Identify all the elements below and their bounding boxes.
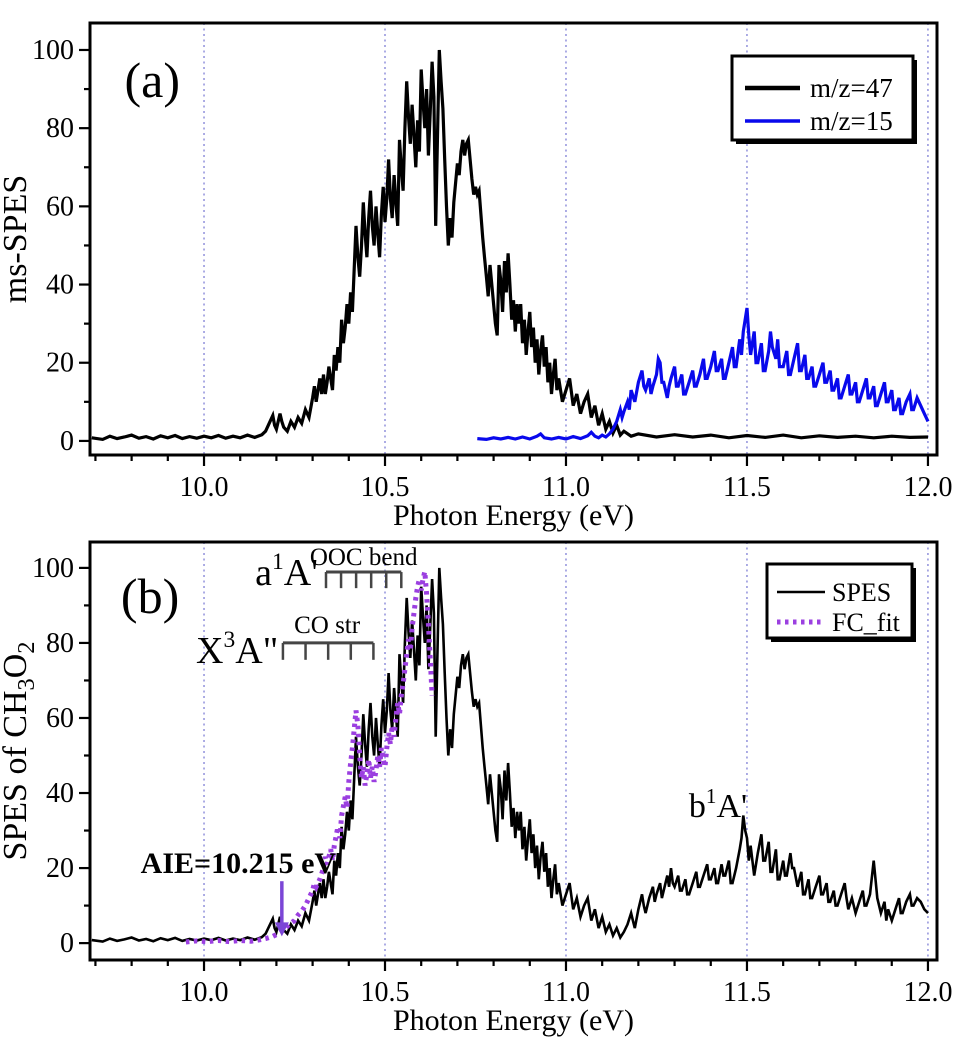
x-tick-label: 10.5 [361,472,410,503]
y-tick-label: 20 [46,853,74,884]
legend-entry-label: FC_fit [832,608,901,637]
x-tick-label: 12.0 [903,472,952,503]
legend-entry-label: m/z=15 [810,106,893,136]
y-tick-label: 80 [46,628,74,659]
annotation-arrow-head [274,922,289,937]
annotation-text: CO str [294,612,361,639]
x-tick-label: 11.0 [542,472,590,503]
y-tick-label: 40 [46,778,74,809]
y-tick-label: 60 [46,191,74,222]
x-tick-label: 10.5 [361,977,410,1008]
annotation-state-label: b1​A' [689,784,747,825]
x-tick-label: 10.0 [180,472,229,503]
y-tick-label: 0 [60,928,74,959]
x-tick-label: 11.0 [542,977,590,1008]
panel-b: 10.0 10.5 11.0 11.5 12.0 0 20 40 60 80 100 Photon E… [0,540,952,1037]
series-m-z-15-line [477,307,930,442]
y-axis-title: SPES of CH3​O2​ [0,641,40,860]
y-tick-label: 80 [46,113,74,144]
y-axis-title: ms-SPES [0,175,34,304]
legend-entry-label: SPES [832,578,891,607]
y-tick-label: 100 [32,553,74,584]
annotation-text: (a) [125,52,181,108]
y-tick-label: 100 [32,35,74,66]
y-tick-label: 20 [46,348,74,379]
legend-box [765,562,914,640]
legend-entry-label: m/z=47 [810,73,893,103]
x-tick-label: 11.5 [723,977,771,1008]
annotation-text: AIE=10.215 eV [141,847,337,880]
x-axis-title: Photon Energy (eV) [393,1004,634,1037]
x-tick-label: 12.0 [903,977,952,1008]
annotation-state-label: a1​A' [255,549,318,594]
plot-border [88,540,939,962]
panel-a: 10.0 10.5 11.0 11.5 12.0 0 20 40 60 80 100 Photon E… [0,21,952,532]
x-tick-label: 10.0 [180,977,229,1008]
annotation-state-label: X3​A" [196,627,278,672]
annotation-text: OOC bend [310,544,418,571]
annotation-text: (b) [121,568,179,624]
plot-border [88,21,939,457]
y-tick-label: 0 [60,426,74,457]
x-axis-title: Photon Energy (eV) [393,499,634,532]
y-tick-label: 60 [46,703,74,734]
y-tick-label: 40 [46,270,74,301]
x-tick-label: 11.5 [723,472,771,503]
series-spes-line [91,567,929,943]
legend-box [730,54,915,142]
series-m-z-47-line [91,49,929,442]
